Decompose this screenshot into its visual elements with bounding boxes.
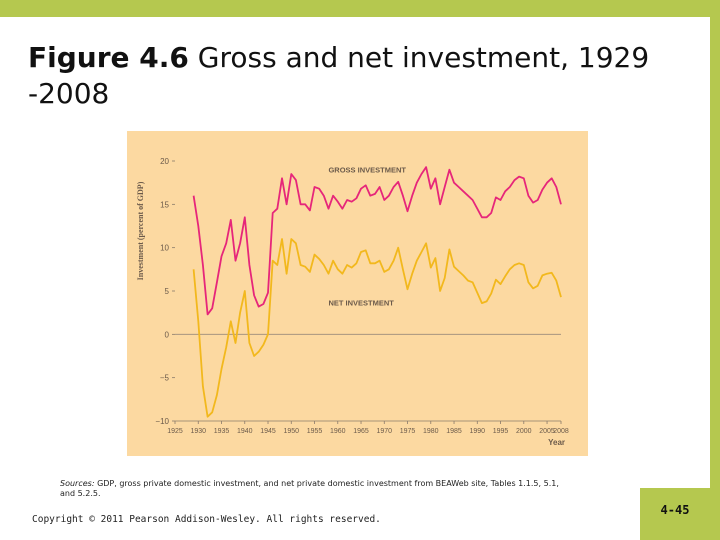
y-tick-label: 0 bbox=[165, 330, 170, 339]
net-investment-label: NET INVESTMENT bbox=[328, 299, 394, 308]
sources-label: Sources: bbox=[60, 479, 95, 488]
page-number-box: 4-45 bbox=[640, 488, 710, 540]
net-investment-line bbox=[192, 238, 562, 418]
x-tick-label: 1980 bbox=[423, 428, 439, 435]
slide-title: Figure 4.6 Gross and net investment, 192… bbox=[28, 40, 698, 112]
investment-line-chart: −10 −5 0 5 10 15 20 1925 1930 1935 1940 1945 1950 195… bbox=[136, 157, 569, 447]
page-number: 4-45 bbox=[660, 503, 690, 517]
x-tick-label: 1955 bbox=[307, 428, 323, 435]
x-tick-label: 1950 bbox=[283, 428, 299, 435]
x-tick-label: 1995 bbox=[493, 428, 509, 435]
sources-text: GDP, gross private domestic investment, … bbox=[60, 479, 559, 498]
right-accent-bar bbox=[710, 0, 720, 540]
x-tick-label: 1985 bbox=[446, 428, 462, 435]
x-tick-label: 2008 bbox=[553, 428, 569, 435]
x-tick-label: 1965 bbox=[353, 428, 369, 435]
x-tick-label: 2000 bbox=[516, 428, 532, 435]
slide-title-figure-number: Figure 4.6 bbox=[28, 41, 189, 74]
y-tick-label: −5 bbox=[160, 374, 170, 383]
x-tick-label: 1975 bbox=[400, 428, 416, 435]
chart-figure: −10 −5 0 5 10 15 20 1925 1930 1935 1940 1945 1950 195… bbox=[127, 131, 588, 456]
x-tick-label: 2005 bbox=[539, 428, 555, 435]
copyright-notice: Copyright © 2011 Pearson Addison-Wesley.… bbox=[32, 514, 381, 525]
x-tick-label: 1925 bbox=[167, 428, 183, 435]
y-tick-label: 5 bbox=[165, 287, 170, 296]
x-tick-label: 1970 bbox=[376, 428, 392, 435]
x-tick-label: 1960 bbox=[330, 428, 346, 435]
x-axis-label: Year bbox=[548, 438, 565, 447]
slide-title-text: Gross and net investment, 1929 -2008 bbox=[28, 41, 650, 110]
x-tick-label: 1930 bbox=[190, 428, 206, 435]
y-tick-label: 10 bbox=[160, 244, 169, 253]
x-tick-label: 1935 bbox=[214, 428, 230, 435]
gross-investment-label: GROSS INVESTMENT bbox=[328, 165, 406, 174]
x-tick-label: 1940 bbox=[237, 428, 253, 435]
x-tick-label: 1990 bbox=[470, 428, 486, 435]
y-tick-label: 20 bbox=[160, 157, 169, 166]
gross-investment-line bbox=[192, 166, 562, 316]
sources-note: Sources: GDP, gross private domestic inv… bbox=[60, 479, 560, 499]
x-tick-label: 1945 bbox=[260, 428, 276, 435]
y-axis-label: Investment (percent of GDP) bbox=[136, 181, 145, 280]
y-tick-label: 15 bbox=[160, 200, 169, 209]
top-accent-bar bbox=[0, 0, 720, 17]
y-tick-label: −10 bbox=[155, 417, 169, 426]
